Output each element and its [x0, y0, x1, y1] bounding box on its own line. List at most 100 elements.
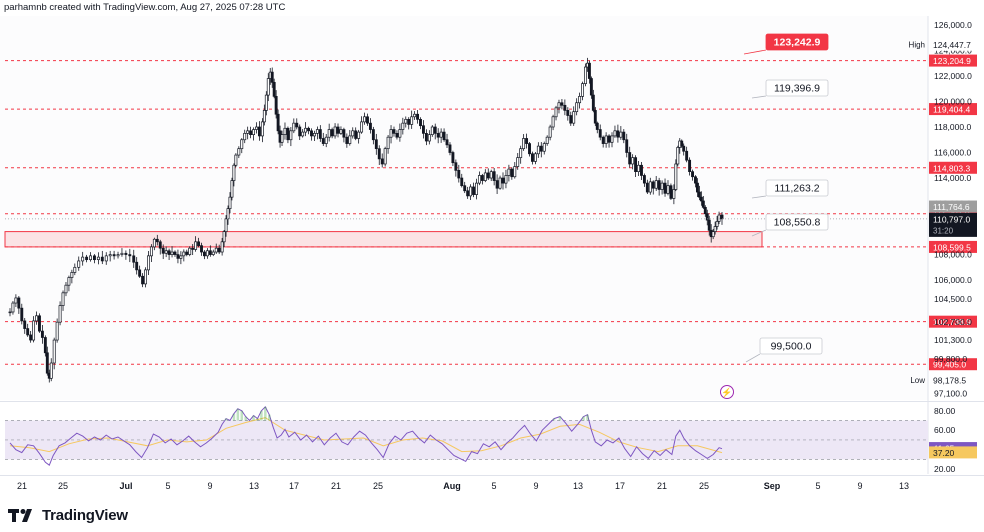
candle-body — [52, 339, 56, 364]
candle-body — [280, 134, 284, 143]
candle-body — [410, 116, 414, 125]
candle-body — [371, 129, 375, 141]
candle-body — [622, 131, 626, 141]
candle-body — [640, 164, 643, 176]
candle-body — [274, 96, 278, 115]
ohlc-volume: Vol418.75 — [390, 20, 429, 30]
candle-body — [345, 136, 349, 144]
candle-body — [539, 145, 543, 152]
ohlc-change: −627.3 (−0.56%) — [321, 20, 386, 30]
price-tick-label: 102,700.0 — [934, 317, 972, 327]
price-tick-label: 110,000.0 — [934, 224, 971, 234]
candle-body — [104, 255, 108, 262]
brand-name: TradingView — [42, 506, 128, 524]
candle-body — [486, 172, 490, 179]
candle-body — [64, 284, 68, 294]
ohlc-close: C110,797.0 — [272, 20, 317, 30]
rsi-value-label: 41.65 — [933, 444, 955, 454]
candle-body — [144, 269, 147, 285]
candle-body — [545, 136, 549, 144]
rsi-line — [9, 406, 723, 466]
price-tick-label: 114,000.0 — [934, 173, 971, 183]
candle-body — [383, 148, 387, 165]
time-tick-label: 13 — [249, 481, 259, 491]
candle-body — [601, 136, 605, 144]
level-badge-label: 99,405.0 — [933, 360, 966, 370]
candle-body — [342, 129, 346, 138]
candle-body — [674, 163, 678, 190]
symbol-legend: Bitcoin / Tether · 4h · KUCOIN O111,424.… — [10, 20, 431, 30]
candle-body — [260, 121, 264, 137]
candle-body — [651, 181, 655, 189]
candle-body — [108, 254, 112, 257]
candle-body — [49, 362, 53, 379]
candle-body — [492, 171, 496, 181]
candle-body — [270, 71, 274, 83]
callout-pointer — [751, 195, 767, 199]
candle-body — [483, 172, 487, 181]
time-tick-label: 25 — [58, 481, 68, 491]
support-zone — [4, 231, 763, 248]
price-tick-label: 116,000.0 — [934, 148, 971, 158]
candle-body — [654, 180, 658, 189]
candle-body — [560, 102, 564, 106]
callout-red — [765, 33, 829, 51]
rsi-pane-bg — [0, 403, 928, 474]
candle-body — [32, 320, 36, 341]
candle-body — [625, 139, 629, 153]
candle-body — [634, 157, 638, 172]
candle-body — [348, 135, 352, 144]
candle-body — [61, 292, 65, 306]
candle-body — [581, 83, 584, 97]
price-axis-badge — [929, 212, 977, 237]
callout-white — [759, 337, 823, 355]
candle-body — [333, 126, 337, 137]
candle-body — [67, 277, 71, 286]
candle-body — [477, 175, 481, 184]
candle-body — [578, 96, 582, 104]
candle-body — [211, 251, 215, 255]
candle-body — [703, 207, 707, 215]
candle-body — [380, 158, 384, 165]
candle-body — [416, 113, 420, 120]
candle-body — [255, 126, 258, 130]
price-tick-label: 112,000.0 — [934, 199, 971, 209]
candle-body — [572, 111, 576, 124]
candle-body — [185, 251, 189, 255]
candle-body — [663, 182, 667, 194]
candle-body — [436, 133, 440, 138]
time-tick-label: 9 — [533, 481, 538, 491]
price-axis-badge-label: 111,764.6 — [933, 202, 970, 212]
level-badge-label: 102,738.9 — [933, 317, 971, 327]
candle-body — [593, 110, 597, 124]
candle-body — [604, 135, 608, 144]
candle-body — [100, 256, 104, 262]
candle-body — [237, 148, 241, 156]
level-badge — [929, 103, 977, 116]
candle-body — [516, 157, 520, 167]
candle-body — [310, 130, 313, 137]
candle-body — [510, 168, 514, 178]
candle-body — [691, 171, 694, 178]
candle-body — [327, 129, 331, 138]
candle-body — [688, 159, 692, 172]
candle-body — [430, 126, 434, 135]
time-tick-label: 21 — [657, 481, 667, 491]
candle-body — [637, 164, 640, 172]
candle-body — [439, 131, 443, 138]
candle-body — [167, 250, 171, 255]
candle-body — [536, 145, 540, 155]
candle-body — [272, 81, 276, 97]
candle-body — [301, 131, 305, 137]
candle-body — [141, 275, 145, 285]
candle-body — [495, 180, 499, 189]
candle-body — [676, 147, 680, 165]
callout-pointer — [751, 95, 767, 99]
candle-body — [85, 256, 89, 261]
candle-body — [522, 138, 526, 150]
price-axis-badge-label: 110,797.0 — [933, 214, 970, 224]
candle-body — [304, 127, 308, 133]
candle-body — [324, 136, 328, 144]
